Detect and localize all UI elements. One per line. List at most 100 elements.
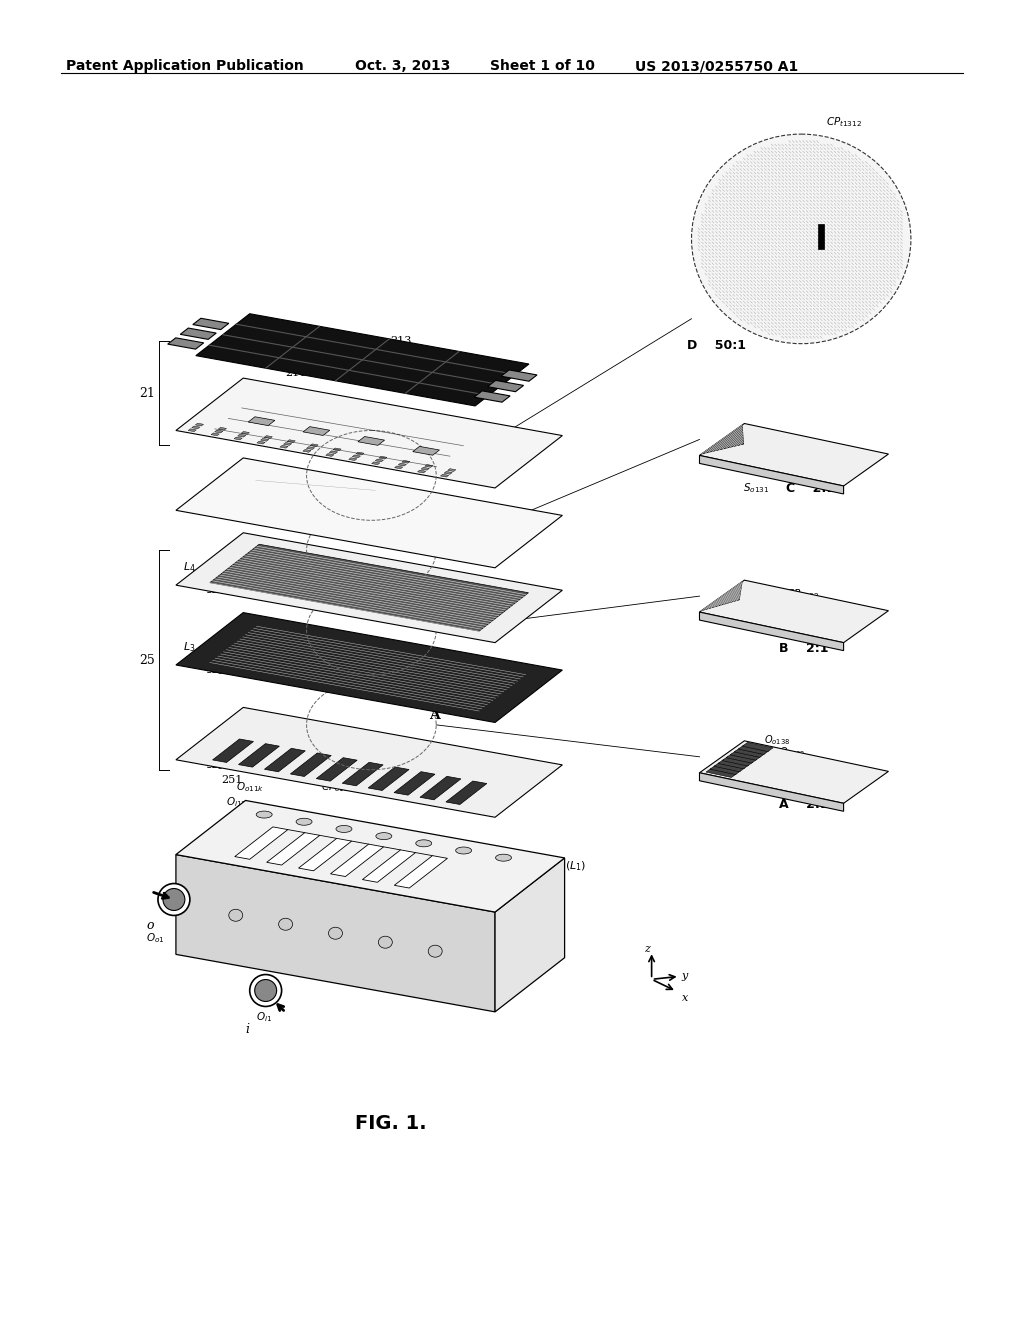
Text: $CP_{i12}$: $CP_{i12}$	[301, 870, 325, 883]
Text: 25: 25	[139, 653, 155, 667]
Polygon shape	[474, 391, 510, 403]
Text: $S_{o131}$: $S_{o131}$	[742, 480, 769, 495]
Polygon shape	[303, 449, 311, 453]
Text: $CP_{t1312}$: $CP_{t1312}$	[826, 115, 862, 129]
Polygon shape	[699, 772, 844, 812]
Polygon shape	[362, 850, 416, 882]
Polygon shape	[699, 741, 889, 804]
Polygon shape	[257, 441, 265, 444]
Polygon shape	[501, 370, 537, 381]
Polygon shape	[196, 424, 204, 426]
Text: 211: 211	[286, 367, 307, 378]
Text: C    2:1: C 2:1	[786, 482, 836, 495]
Ellipse shape	[378, 936, 392, 948]
Text: $O_{i131}$: $O_{i131}$	[764, 768, 788, 781]
Polygon shape	[701, 582, 742, 611]
Polygon shape	[168, 338, 204, 350]
Polygon shape	[218, 428, 226, 430]
Text: 214: 214	[206, 429, 227, 438]
Polygon shape	[394, 772, 435, 795]
Polygon shape	[176, 458, 562, 568]
Polygon shape	[394, 855, 447, 888]
Ellipse shape	[416, 840, 432, 847]
Text: 21: 21	[139, 387, 155, 400]
Text: $CP_{i11}$: $CP_{i11}$	[241, 899, 265, 913]
Text: $CP_{it3}$: $CP_{it3}$	[440, 865, 463, 878]
Polygon shape	[699, 455, 844, 494]
Polygon shape	[280, 445, 288, 447]
Polygon shape	[239, 743, 280, 767]
Polygon shape	[375, 459, 383, 462]
Polygon shape	[234, 437, 243, 440]
Ellipse shape	[279, 919, 293, 931]
Polygon shape	[726, 754, 757, 763]
Text: Patent Application Publication: Patent Application Publication	[67, 59, 304, 74]
Polygon shape	[394, 466, 402, 469]
Text: $O_{o1}$: $O_{o1}$	[146, 932, 165, 945]
Text: 213: 213	[390, 335, 412, 346]
Polygon shape	[215, 430, 223, 433]
Polygon shape	[699, 424, 889, 486]
Polygon shape	[330, 451, 338, 454]
Text: $L_2\ (L_1)$: $L_2\ (L_1)$	[550, 859, 586, 873]
Polygon shape	[420, 776, 461, 800]
Circle shape	[255, 979, 276, 1002]
Polygon shape	[260, 438, 268, 441]
Text: y: y	[682, 972, 688, 981]
Polygon shape	[440, 474, 449, 477]
Text: US 2013/0255750 A1: US 2013/0255750 A1	[635, 59, 798, 74]
Polygon shape	[699, 612, 844, 651]
Polygon shape	[413, 446, 439, 455]
Circle shape	[250, 974, 282, 1006]
Polygon shape	[342, 763, 383, 785]
Text: $O_{o138}$: $O_{o138}$	[764, 733, 791, 747]
Polygon shape	[372, 462, 380, 465]
Text: $CP_{o11}$: $CP_{o11}$	[265, 875, 293, 888]
Text: $CP_{i131}$: $CP_{i131}$	[786, 627, 817, 642]
Polygon shape	[742, 742, 773, 751]
Polygon shape	[349, 458, 357, 461]
Text: $O_{o131}$: $O_{o131}$	[794, 756, 819, 771]
Polygon shape	[358, 437, 385, 445]
Polygon shape	[369, 767, 409, 791]
Ellipse shape	[329, 927, 342, 940]
Text: $L_3$: $L_3$	[183, 640, 196, 653]
Polygon shape	[487, 380, 523, 392]
Text: $CP_{t1311}$: $CP_{t1311}$	[819, 239, 855, 252]
Ellipse shape	[336, 825, 352, 833]
Text: $O_{i11}$: $O_{i11}$	[331, 909, 350, 923]
Polygon shape	[193, 318, 228, 330]
Polygon shape	[401, 461, 410, 463]
Polygon shape	[264, 748, 305, 772]
Ellipse shape	[428, 945, 442, 957]
Text: $O_{i11k}$: $O_{i11k}$	[225, 795, 252, 809]
Polygon shape	[734, 748, 765, 758]
Polygon shape	[176, 533, 562, 643]
Polygon shape	[331, 845, 384, 876]
Text: B: B	[429, 612, 441, 627]
Polygon shape	[326, 454, 334, 457]
Polygon shape	[818, 224, 824, 249]
Text: $O_{o11k}$: $O_{o11k}$	[236, 780, 264, 793]
Text: $S_{i131}$: $S_{i131}$	[808, 467, 831, 482]
Text: $O_{o132}$: $O_{o132}$	[778, 744, 805, 759]
Text: $sL_{41}$: $sL_{41}$	[206, 583, 229, 597]
Polygon shape	[718, 759, 749, 768]
Polygon shape	[444, 471, 453, 474]
Polygon shape	[284, 442, 292, 445]
Text: A    2:1: A 2:1	[778, 797, 828, 810]
Polygon shape	[379, 457, 387, 459]
Ellipse shape	[456, 847, 472, 854]
Polygon shape	[196, 314, 529, 407]
Polygon shape	[356, 453, 365, 455]
Polygon shape	[211, 433, 219, 436]
Polygon shape	[210, 544, 528, 631]
Polygon shape	[445, 781, 486, 804]
Text: $O_{o13k}$: $O_{o13k}$	[460, 789, 488, 804]
Polygon shape	[234, 826, 288, 859]
Polygon shape	[303, 426, 330, 436]
Polygon shape	[316, 758, 357, 781]
Text: $L_4$: $L_4$	[183, 560, 196, 574]
Polygon shape	[706, 768, 737, 777]
Text: $CP_{o121}$: $CP_{o121}$	[440, 694, 473, 709]
